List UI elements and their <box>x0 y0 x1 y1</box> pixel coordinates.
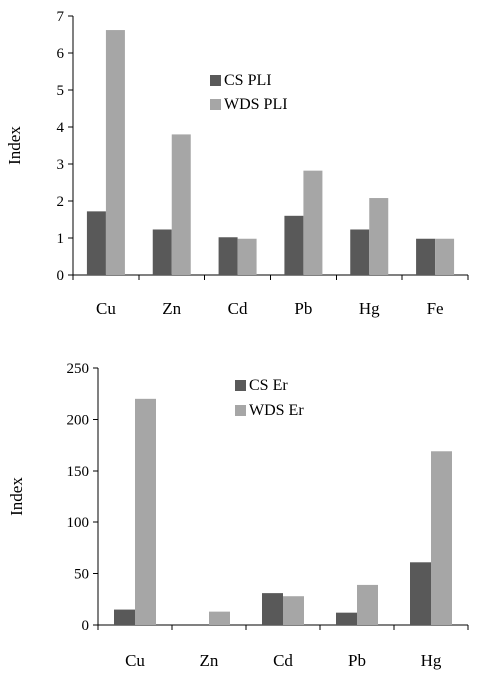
x-tick-label: Pb <box>294 299 312 318</box>
bar <box>357 584 378 625</box>
bar <box>303 170 323 275</box>
bar <box>171 134 191 275</box>
bar <box>369 198 389 275</box>
legend-label: CS Er <box>249 377 288 394</box>
x-tick-label: Cd <box>228 299 248 318</box>
y-tick-label: 1 <box>57 231 65 247</box>
legend-label: WDS Er <box>249 402 304 419</box>
x-tick-label: Cu <box>125 651 145 670</box>
y-tick-label: 7 <box>57 9 65 25</box>
legend-swatch <box>210 99 221 110</box>
bar <box>114 609 135 625</box>
y-tick-label: 0 <box>82 618 90 634</box>
y-tick-label: 250 <box>67 361 90 377</box>
bar <box>350 229 370 275</box>
bar <box>410 562 431 625</box>
y-tick-label: 6 <box>57 46 65 62</box>
x-tick-label: Hg <box>359 299 380 318</box>
y-axis-title: Index <box>7 477 26 516</box>
x-tick-label: Zn <box>200 651 219 670</box>
bar <box>283 596 304 625</box>
x-tick-label: Cd <box>273 651 293 670</box>
y-axis-title: Index <box>5 126 24 165</box>
legend-swatch <box>210 75 221 86</box>
legend-label: CS PLI <box>224 72 272 89</box>
bar <box>435 238 455 275</box>
y-tick-label: 4 <box>57 120 65 136</box>
bar <box>431 451 452 625</box>
x-tick-label: Zn <box>162 299 181 318</box>
legend-swatch <box>235 380 246 391</box>
y-tick-label: 2 <box>57 194 65 210</box>
y-tick-label: 3 <box>57 157 65 173</box>
chart-2: 0 50 100 150 200 250 Index Cu Zn Cd Pb Hg CS Er WDS E… <box>7 361 469 670</box>
bar <box>336 612 357 625</box>
y-tick-label: 100 <box>67 515 90 531</box>
y-tick-label: 150 <box>67 464 90 480</box>
chart-1: 0 1 2 3 4 5 6 7 Index Cu Zn Cd Pb Hg Fe CS PLI WDS PLI <box>5 9 469 318</box>
bar <box>262 593 283 625</box>
bar <box>284 215 304 275</box>
y-tick-label: 50 <box>74 567 89 583</box>
legend-label: WDS PLI <box>224 96 288 113</box>
y-tick-label: 5 <box>57 83 65 99</box>
bar <box>152 229 172 275</box>
bar <box>86 211 106 275</box>
bar <box>105 30 125 276</box>
bar <box>416 238 436 275</box>
x-tick-label: Pb <box>348 651 366 670</box>
bar <box>237 238 257 275</box>
x-tick-label: Cu <box>96 299 116 318</box>
x-tick-label: Hg <box>421 651 442 670</box>
bar <box>135 398 156 625</box>
y-tick-label: 0 <box>57 268 65 284</box>
y-tick-label: 200 <box>67 412 90 428</box>
x-tick-label: Fe <box>427 299 444 318</box>
legend-swatch <box>235 405 246 416</box>
bar <box>209 611 230 625</box>
bar <box>218 237 238 275</box>
